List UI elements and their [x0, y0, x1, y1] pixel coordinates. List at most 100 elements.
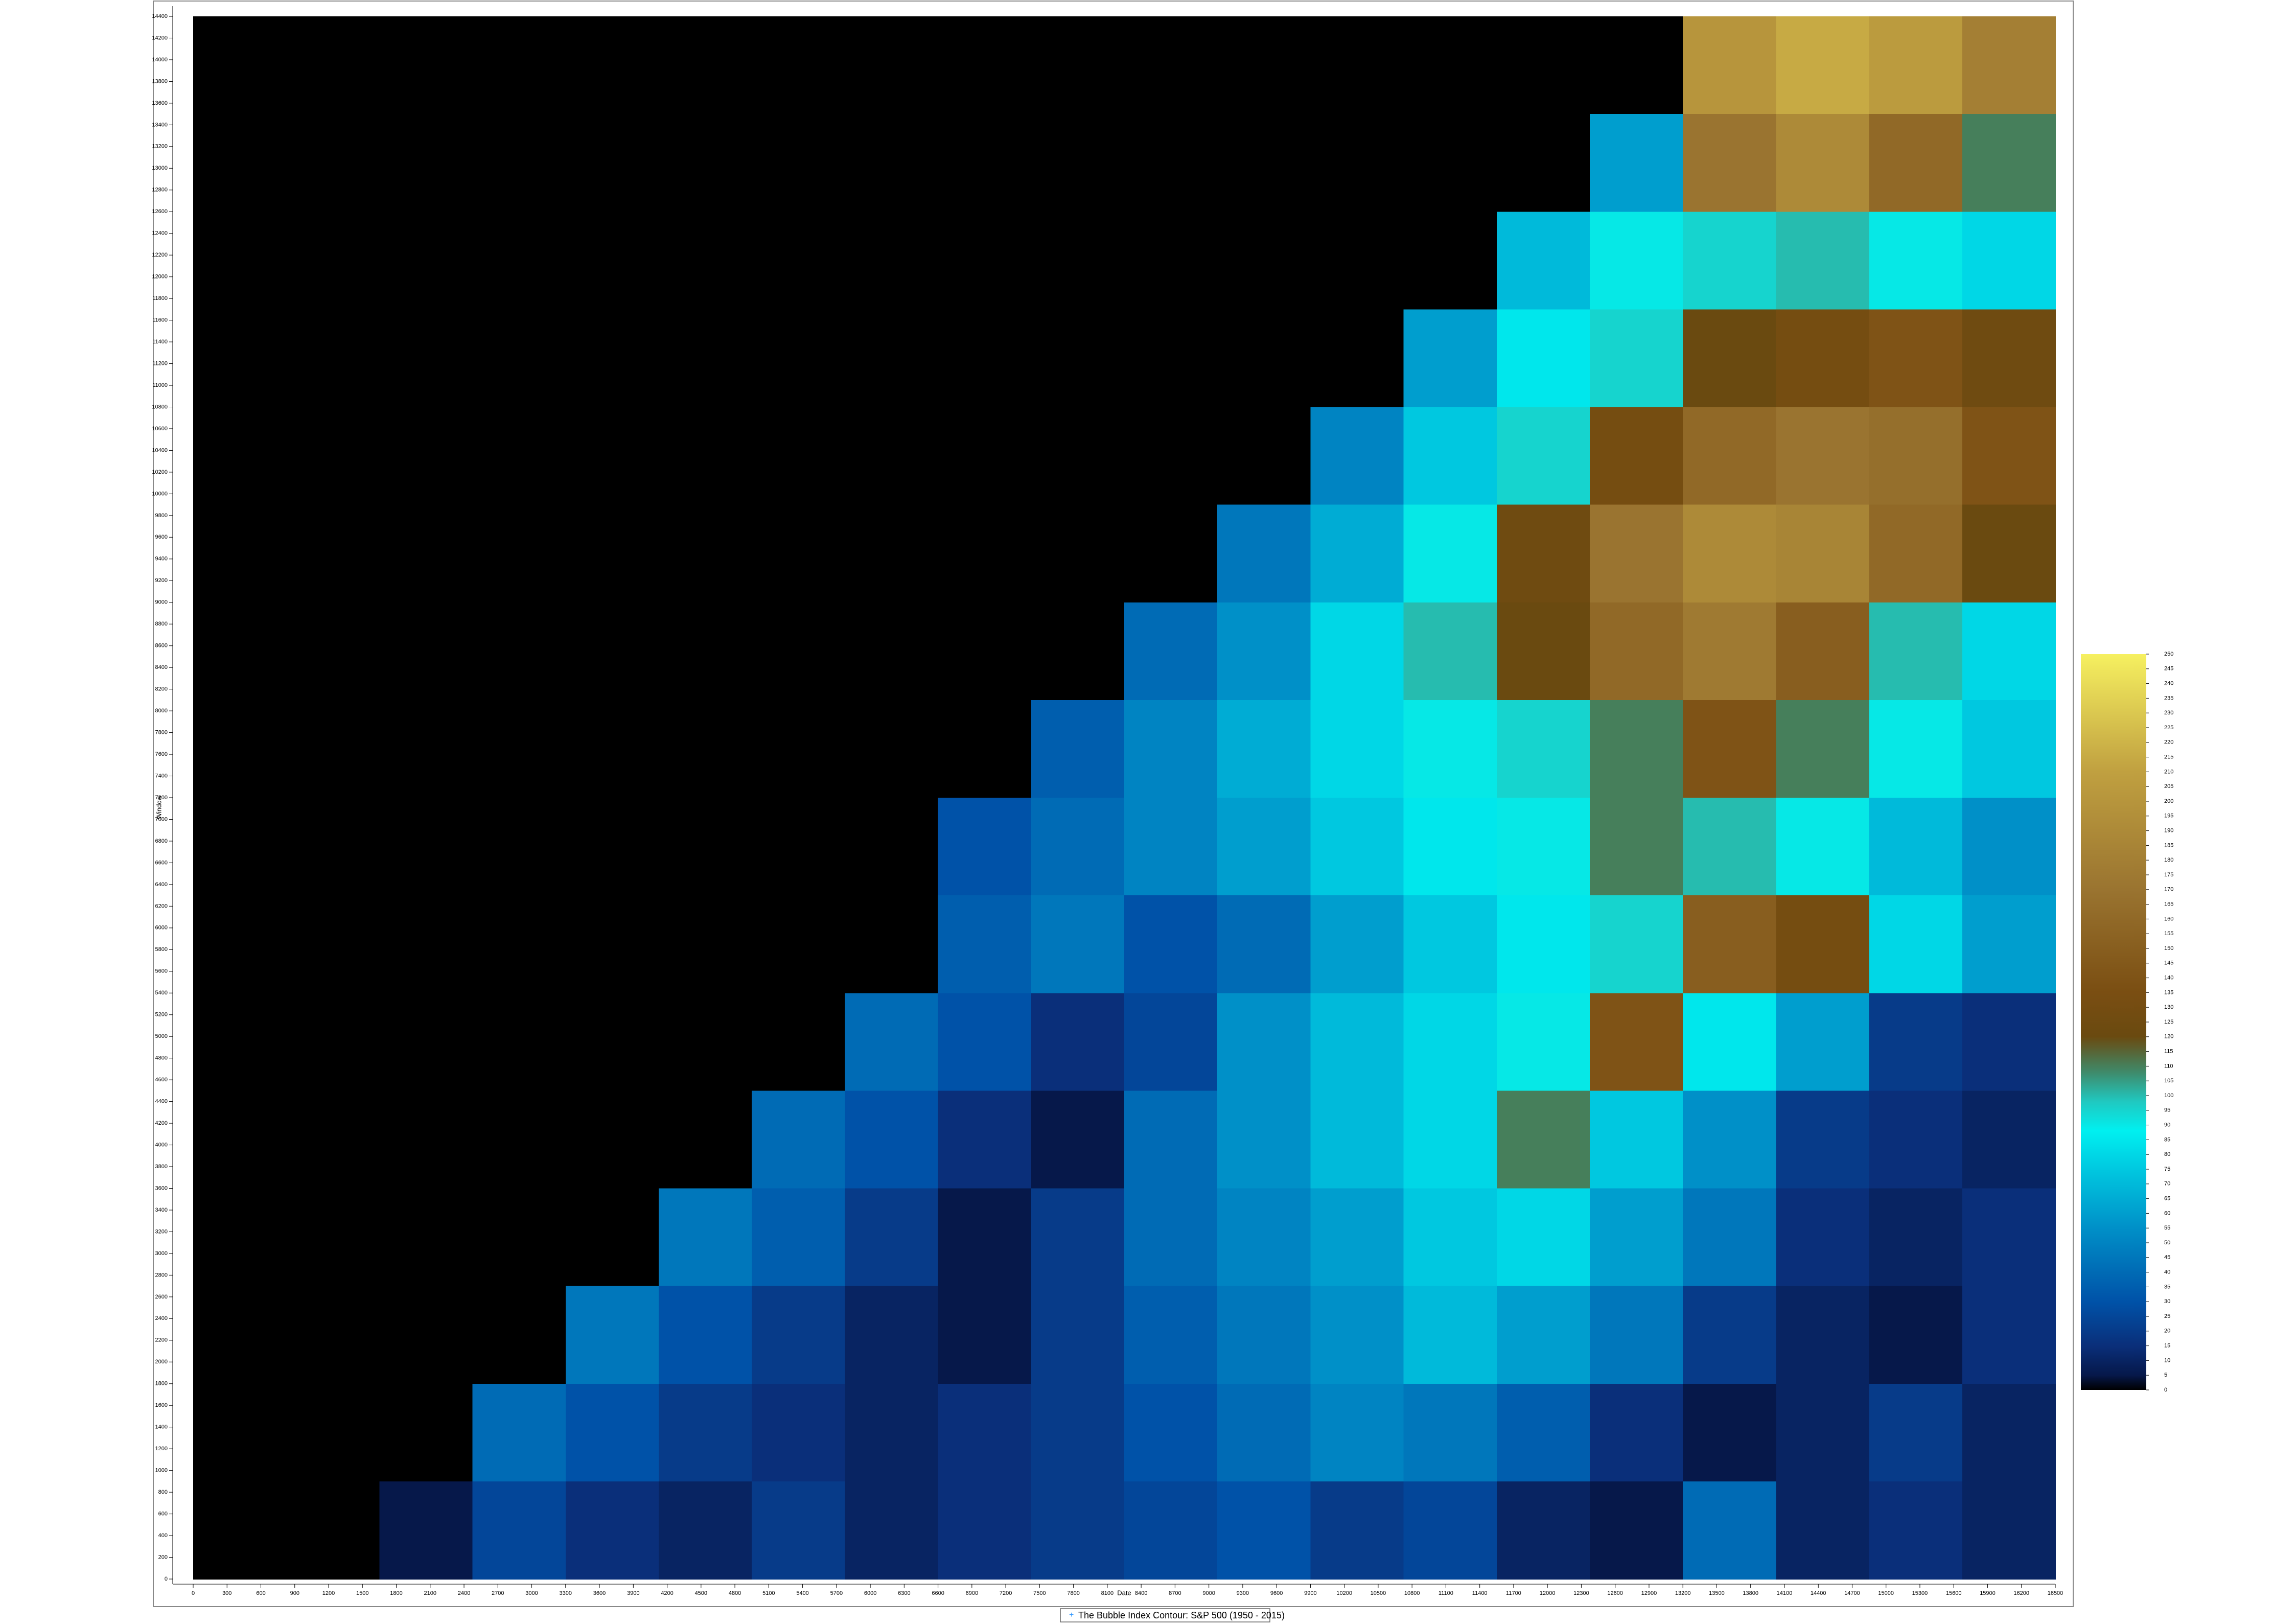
y-tick-label: 6000 — [155, 925, 168, 931]
contour-cell — [565, 993, 659, 1092]
contour-cell — [565, 602, 659, 701]
contour-cell — [752, 798, 846, 896]
contour-cell — [1124, 798, 1218, 896]
contour-cell — [938, 1091, 1032, 1189]
contour-cell — [286, 602, 380, 701]
y-tick-label: 1200 — [155, 1446, 168, 1452]
contour-cell — [1776, 212, 1870, 310]
contour-cell — [193, 1188, 287, 1287]
contour-cell — [1683, 1286, 1777, 1384]
contour-cell — [193, 993, 287, 1092]
contour-cell — [845, 1481, 939, 1580]
colorbar-tick-label: 35 — [2164, 1284, 2170, 1290]
contour-cell — [1590, 504, 1683, 603]
contour-cell — [659, 309, 752, 408]
contour-cell — [193, 1481, 287, 1580]
contour-cell — [1683, 602, 1777, 701]
colorbar-tick-label: 130 — [2164, 1004, 2173, 1010]
contour-cell — [1403, 602, 1497, 701]
contour-cell — [1590, 16, 1683, 114]
y-tick-label: 13000 — [152, 165, 168, 171]
colorbar-tick-label: 95 — [2164, 1107, 2170, 1113]
x-tick-label: 4800 — [729, 1590, 741, 1596]
colorbar-tick-label: 50 — [2164, 1240, 2170, 1246]
contour-cell — [286, 1383, 380, 1482]
contour-cell — [1031, 504, 1125, 603]
colorbar-tick-label: 40 — [2164, 1269, 2170, 1275]
contour-cell — [379, 1188, 473, 1287]
contour-cell — [1962, 1481, 2056, 1580]
contour-cell — [1683, 993, 1777, 1092]
contour-cell — [1869, 1091, 1963, 1189]
x-tick-label: 16500 — [2048, 1590, 2063, 1596]
y-tick-label: 11800 — [152, 295, 168, 301]
contour-cell — [1403, 798, 1497, 896]
y-tick-label: 12400 — [152, 230, 168, 237]
contour-cell — [1776, 1383, 1870, 1482]
x-tick-label: 3000 — [525, 1590, 538, 1596]
contour-cell — [1124, 700, 1218, 798]
contour-cell — [1310, 1188, 1404, 1287]
contour-cell — [1217, 993, 1311, 1092]
contour-cell — [659, 1481, 752, 1580]
y-tick-label: 7400 — [155, 773, 168, 779]
contour-cell — [565, 309, 659, 408]
contour-cell — [752, 212, 846, 310]
contour-cell — [286, 1286, 380, 1384]
contour-cell — [1683, 16, 1777, 114]
y-tick-label: 12600 — [152, 208, 168, 215]
contour-cell — [1031, 602, 1125, 701]
y-tick-label: 1800 — [155, 1381, 168, 1387]
contour-cell — [193, 16, 287, 114]
x-tick-label: 2100 — [424, 1590, 436, 1596]
colorbar-tick-label: 245 — [2164, 666, 2173, 672]
contour-cell — [845, 602, 939, 701]
colorbar-tick-label: 185 — [2164, 842, 2173, 848]
contour-cell — [1124, 407, 1218, 505]
y-tick-label: 5600 — [155, 968, 168, 975]
x-tick-label: 11100 — [1439, 1590, 1453, 1596]
y-tick-label: 10000 — [152, 491, 168, 497]
contour-cell — [1962, 16, 2056, 114]
y-tick-label: 7200 — [155, 795, 168, 801]
contour-cell — [938, 309, 1032, 408]
y-tick-label: 4000 — [155, 1142, 168, 1148]
x-tick-label: 9000 — [1202, 1590, 1215, 1596]
contour-cell — [565, 212, 659, 310]
y-tick-label: 14400 — [152, 13, 168, 19]
y-tick-label: 5400 — [155, 990, 168, 996]
x-tick-label: 2400 — [458, 1590, 470, 1596]
contour-cell — [1496, 1091, 1590, 1189]
contour-cell — [1031, 700, 1125, 798]
contour-cell — [193, 1286, 287, 1384]
y-tick-label: 9400 — [155, 556, 168, 562]
contour-cell — [1590, 309, 1683, 408]
colorbar-tick-label: 215 — [2164, 754, 2173, 760]
colorbar-tick-label: 120 — [2164, 1034, 2173, 1040]
contour-cell — [286, 700, 380, 798]
contour-cell — [845, 993, 939, 1092]
contour-cell — [1776, 798, 1870, 896]
colorbar-tick-label: 190 — [2164, 828, 2173, 834]
x-tick-label: 5400 — [796, 1590, 808, 1596]
contour-cell — [659, 895, 752, 994]
contour-cell — [659, 504, 752, 603]
x-tick-label: 900 — [290, 1590, 299, 1596]
colorbar-tick-label: 175 — [2164, 872, 2173, 878]
contour-cell — [1403, 16, 1497, 114]
contour-cell — [565, 895, 659, 994]
contour-cell — [1403, 700, 1497, 798]
x-tick-label: 300 — [222, 1590, 231, 1596]
contour-cell — [752, 504, 846, 603]
contour-cell — [1217, 504, 1311, 603]
contour-cell — [286, 16, 380, 114]
x-tick-label: 4500 — [695, 1590, 707, 1596]
x-tick-label: 1200 — [322, 1590, 335, 1596]
y-tick-label: 8200 — [155, 686, 168, 692]
colorbar-tick-label: 110 — [2164, 1063, 2173, 1069]
x-axis-label: Date — [1117, 1589, 1131, 1596]
contour-cell — [1403, 1383, 1497, 1482]
contour-cell — [1310, 1286, 1404, 1384]
contour-cell — [1496, 16, 1590, 114]
contour-cell — [1310, 602, 1404, 701]
